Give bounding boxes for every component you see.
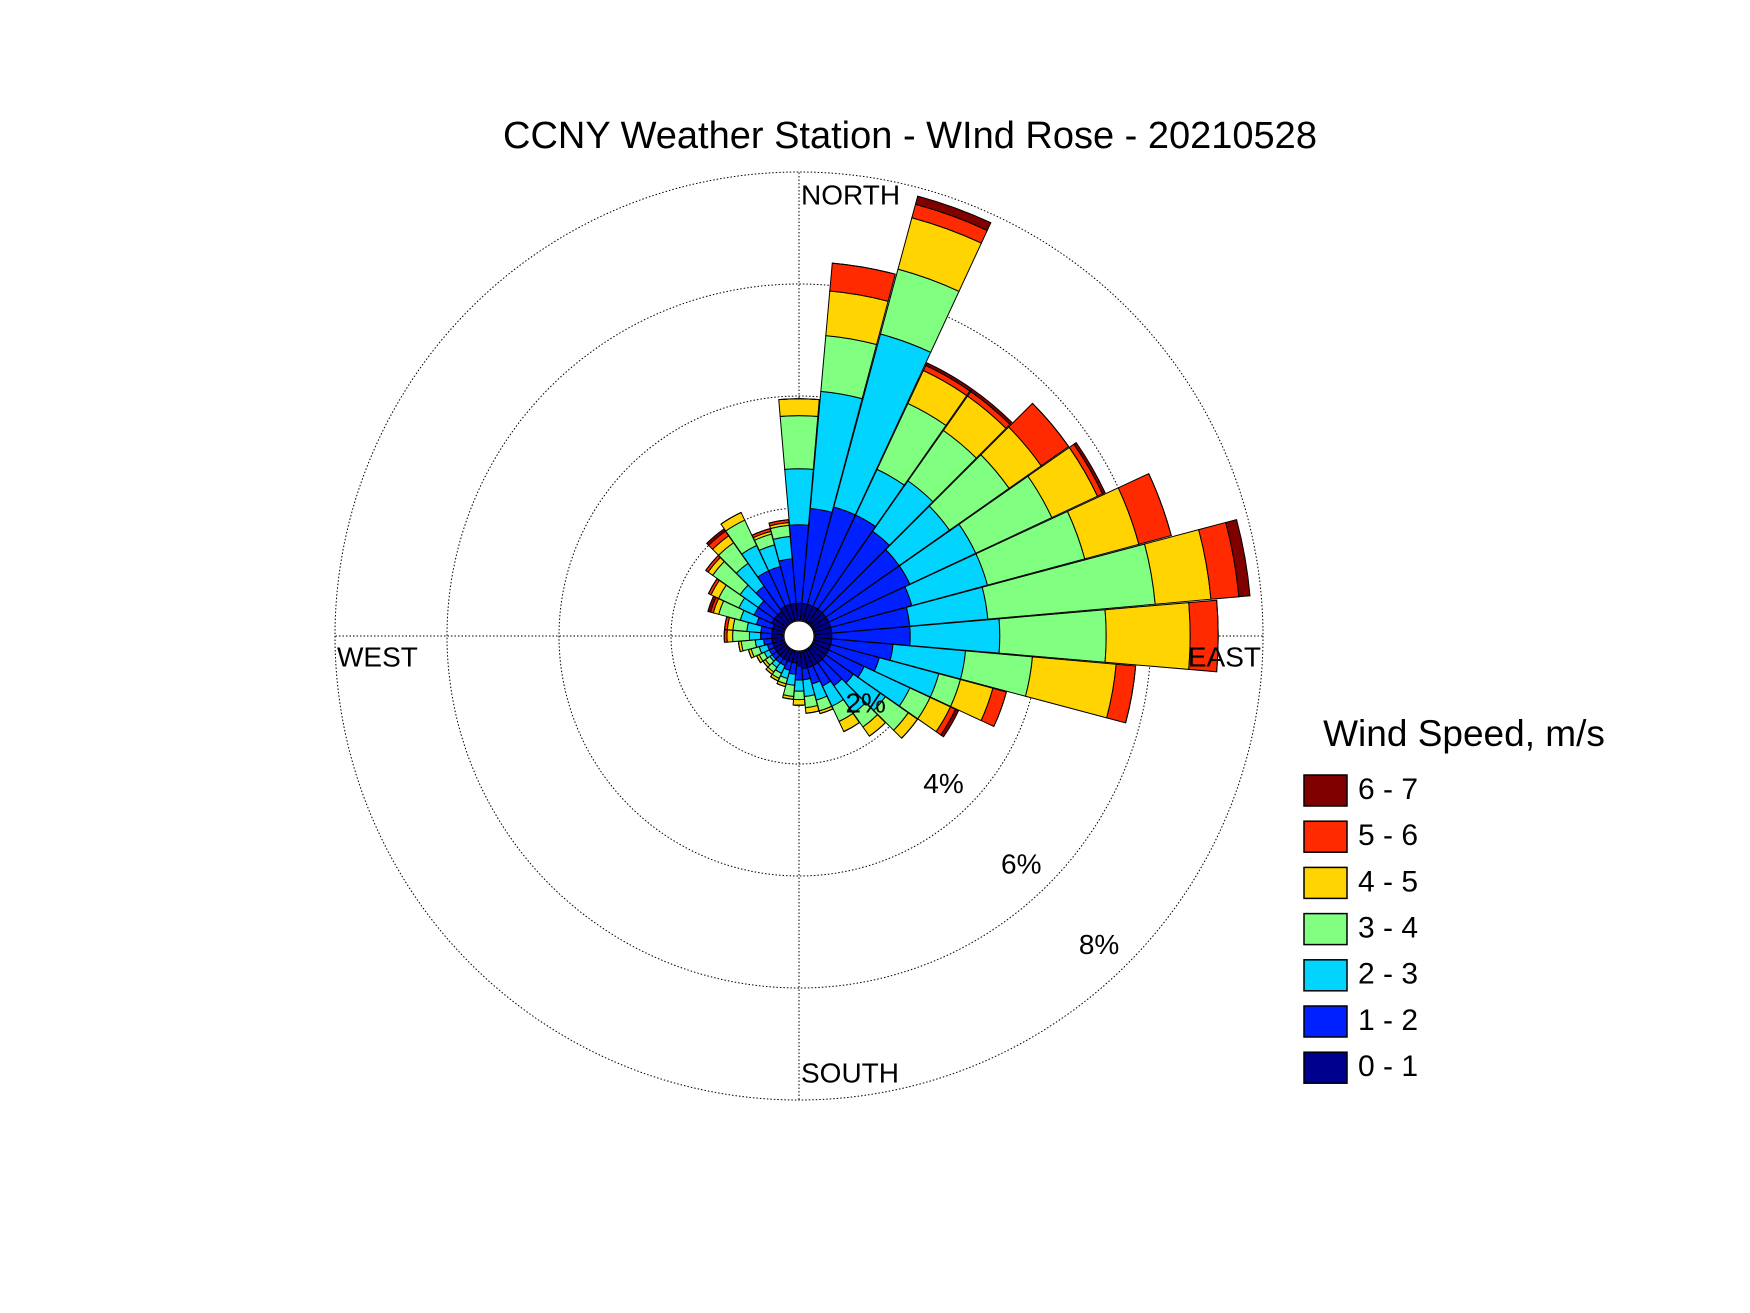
rose-wedge <box>901 718 918 739</box>
radial-tick-label: 2% <box>845 687 885 718</box>
legend-label: 1 - 2 <box>1358 1004 1418 1037</box>
legend-swatch <box>1303 820 1348 853</box>
rose-wedge <box>732 629 751 643</box>
rose-wedge <box>779 415 819 470</box>
rose-wedge <box>1032 402 1070 447</box>
legend-swatch <box>1303 912 1348 946</box>
legend-label: 4 - 5 <box>1358 865 1418 898</box>
legend-swatch <box>1303 1051 1348 1084</box>
legend-label: 3 - 4 <box>1358 912 1418 945</box>
rose-wedge <box>1125 666 1137 724</box>
radial-tick-label: 4% <box>923 768 963 799</box>
radial-tick-label: 8% <box>1079 929 1119 960</box>
direction-label: WEST <box>337 641 418 672</box>
bars <box>705 195 1251 739</box>
rose-wedge <box>793 679 805 692</box>
center-hole <box>783 620 815 652</box>
direction-label: NORTH <box>801 179 900 210</box>
rose-wedge <box>726 629 734 643</box>
rose-wedge <box>925 362 973 392</box>
rose-wedge <box>793 690 805 701</box>
rose-wedge <box>748 631 762 641</box>
rose-wedge <box>1104 602 1191 670</box>
grid-ring <box>334 171 1264 1101</box>
rose-wedge <box>819 708 834 715</box>
rose-wedge <box>970 388 1013 426</box>
rose-wedge <box>940 708 960 738</box>
legend-swatch <box>1303 959 1348 992</box>
legend-label: 2 - 3 <box>1358 958 1418 991</box>
legend-label: 6 - 7 <box>1358 773 1418 806</box>
rose-wedge <box>792 698 806 706</box>
rose-wedge <box>1073 441 1106 495</box>
rose-wedge <box>993 691 1007 727</box>
rose-wedge <box>778 398 820 417</box>
legend-label: 5 - 6 <box>1358 819 1418 852</box>
chart-title: CCNY Weather Station - WInd Rose - 20210… <box>503 115 1317 157</box>
direction-label: SOUTH <box>801 1057 899 1088</box>
legend-swatch <box>1303 866 1348 900</box>
rose-wedge <box>998 609 1107 663</box>
radial-tick-label: 6% <box>1001 849 1041 880</box>
legend-swatch <box>1303 774 1348 807</box>
legend-title: Wind Speed, m/s <box>1323 713 1605 754</box>
rose-wedge <box>720 512 742 525</box>
rose-wedge <box>869 722 886 737</box>
rose-wedge <box>1024 656 1117 719</box>
rose-wedge <box>770 676 779 682</box>
labels: 2% 4% 6% 8% NORTH EAST SOUTH WEST <box>337 179 1261 1088</box>
legend-label: 0 - 1 <box>1358 1050 1418 1083</box>
legend-swatch <box>1303 1005 1348 1038</box>
rose-wedge <box>776 683 786 688</box>
direction-label: EAST <box>1188 641 1261 672</box>
rose-wedge <box>914 195 992 232</box>
rose-wedge <box>768 519 789 524</box>
rose-wedge <box>1225 518 1251 598</box>
rose-wedge <box>784 468 814 526</box>
